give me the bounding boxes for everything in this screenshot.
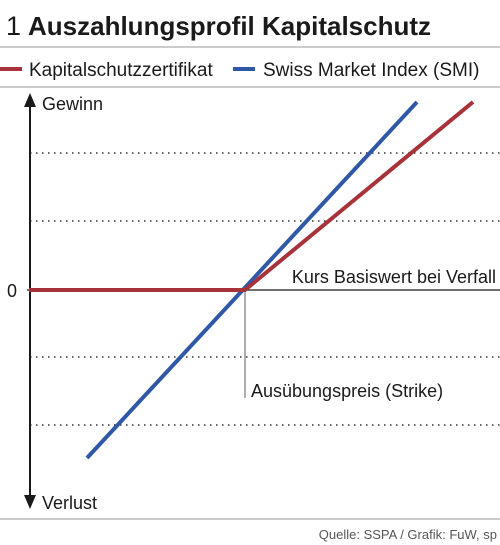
legend-label-smi: Swiss Market Index (SMI) — [263, 60, 479, 81]
source-note: Quelle: SSPA / Grafik: FuW, sp — [319, 527, 497, 542]
strike-label: Ausübungspreis (Strike) — [251, 381, 443, 401]
chart-number: 1 — [6, 11, 21, 41]
grid — [30, 152, 500, 426]
y-axis-top-label: Gewinn — [42, 94, 103, 114]
zero-label: 0 — [7, 281, 17, 301]
series-layer — [29, 100, 475, 460]
series-line-kapitalschutz — [29, 100, 475, 292]
y-axis-bottom-label: Verlust — [42, 493, 97, 513]
y-axis — [24, 93, 36, 509]
series-line-smi — [85, 100, 419, 460]
chart-title: Auszahlungsprofil Kapitalschutz — [28, 11, 431, 41]
legend-label-kapitalschutz: Kapitalschutzzertifikat — [29, 60, 213, 81]
y-axis-arrow-down — [24, 495, 36, 509]
y-axis-arrow-up — [24, 93, 36, 107]
legend: Kapitalschutzzertifikat Swiss Market Ind… — [0, 60, 479, 81]
x-axis-label: Kurs Basiswert bei Verfall — [292, 267, 496, 287]
